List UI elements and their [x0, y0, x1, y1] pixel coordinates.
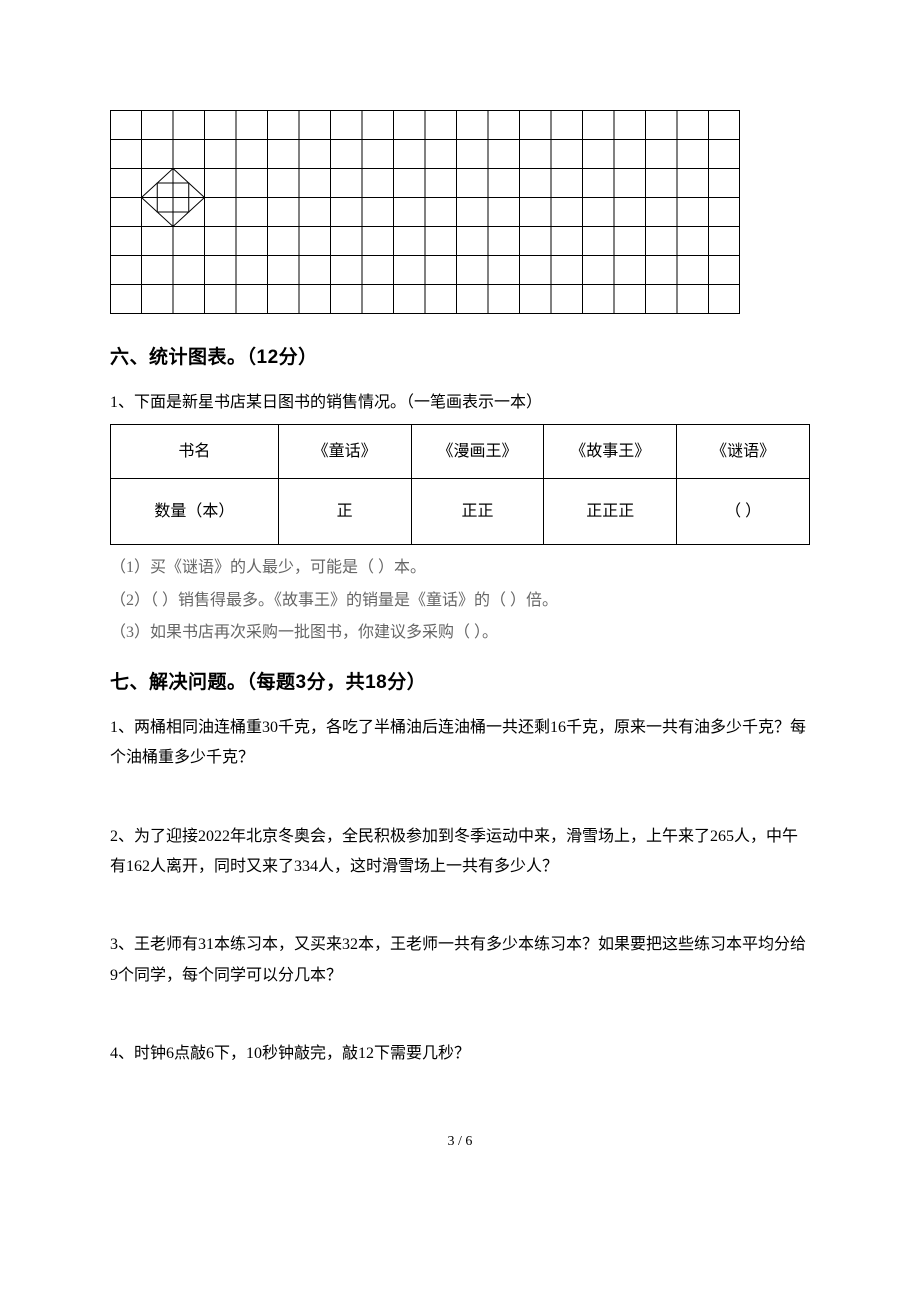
header-book-label: 书名 [111, 425, 279, 479]
table-data-row: 数量（本） 正 正正 正正正 （ ） [111, 479, 810, 545]
blank-grid-container [110, 110, 810, 314]
tally-2: 正正 [411, 479, 544, 545]
page-number: 3 / 6 [110, 1129, 810, 1156]
row-label-quantity: 数量（本） [111, 479, 279, 545]
header-book-3: 《故事王》 [544, 425, 677, 479]
tally-1: 正 [278, 479, 411, 545]
problem-1: 1、两桶相同油连桶重30千克，各吃了半桶油后连油桶一共还剩16千克，原来一共有油… [110, 713, 810, 774]
book-sales-table: 书名 《童话》 《漫画王》 《故事王》 《谜语》 数量（本） 正 正正 正正正 … [110, 424, 810, 545]
section6-q1-prompt: 1、下面是新星书店某日图书的销售情况。（一笔画表示一本） [110, 388, 810, 418]
section6-sub-q3: （3）如果书店再次采购一批图书，你建议多采购（ ）。 [110, 618, 810, 648]
tally-3: 正正正 [544, 479, 677, 545]
section6-sub-q1: （1）买《谜语》的人最少，可能是（ ）本。 [110, 553, 810, 583]
section7-title: 七、解决问题。（每题3分，共18分） [110, 665, 810, 701]
problem-4: 4、时钟6点敲6下，10秒钟敲完，敲12下需要几秒？ [110, 1039, 810, 1069]
problem-2: 2、为了迎接2022年北京冬奥会，全民积极参加到冬季运动中来，滑雪场上，上午来了… [110, 822, 810, 883]
header-book-1: 《童话》 [278, 425, 411, 479]
blank-grid [110, 110, 740, 314]
section6-sub-q2: （2）（ ）销售得最多。《故事王》的销量是《童话》的（ ）倍。 [110, 586, 810, 616]
table-header-row: 书名 《童话》 《漫画王》 《故事王》 《谜语》 [111, 425, 810, 479]
tally-4: （ ） [677, 479, 810, 545]
header-book-2: 《漫画王》 [411, 425, 544, 479]
problem-3: 3、王老师有31本练习本，又买来32本，王老师一共有多少本练习本？如果要把这些练… [110, 930, 810, 991]
header-book-4: 《谜语》 [677, 425, 810, 479]
section6-title: 六、统计图表。（12分） [110, 340, 810, 376]
